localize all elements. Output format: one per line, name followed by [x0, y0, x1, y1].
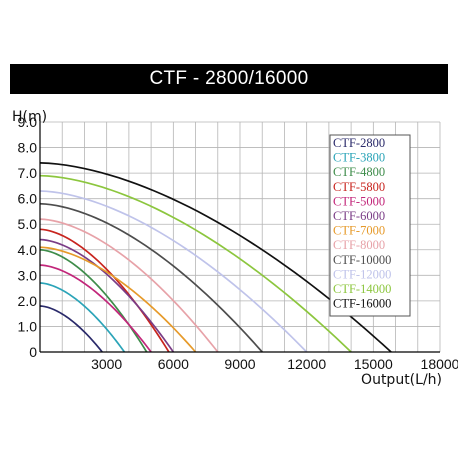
y-tick-label: 3.0 — [18, 267, 38, 283]
y-axis-label: H(m) — [12, 109, 47, 125]
legend-entry: CTF-5800 — [333, 180, 385, 194]
x-tick-label: 6000 — [158, 356, 189, 372]
legend-box — [329, 134, 411, 317]
y-tick-label: 9.0 — [18, 114, 38, 130]
chart-title: CTF - 2800/16000 — [149, 68, 309, 89]
y-tick-label: 5.0 — [18, 216, 38, 232]
x-tick-label: 3000 — [91, 356, 122, 372]
legend-entry: CTF-2800 — [333, 136, 385, 150]
legend-entry: CTF-14000 — [333, 282, 391, 296]
series-line-ctf-3800 — [39, 282, 126, 353]
legend-entry: CTF-4800 — [333, 165, 385, 179]
y-tick-label: 4.0 — [18, 242, 38, 258]
x-tick-label: 12000 — [287, 356, 326, 372]
x-axis-label: Output(L/h) — [361, 372, 442, 388]
series-line-ctf-7000 — [39, 246, 197, 353]
legend-entry: CTF-16000 — [333, 297, 391, 311]
series-line-ctf-12000 — [39, 190, 308, 353]
legend-entry: CTF-12000 — [333, 267, 391, 281]
y-tick-label: 1.0 — [18, 318, 38, 334]
legend-entry: CTF-5000 — [333, 194, 385, 208]
legend: CTF-2800CTF-3800CTF-4800CTF-5800CTF-5000… — [329, 134, 411, 317]
y-tick-label: 6.0 — [18, 191, 38, 207]
y-tick-label: 7.0 — [18, 165, 38, 181]
axes: 0 1.0 2.0 3.0 4.0 5.0 6.0 7.0 8.0 9.0 3000 6000 9000… — [12, 109, 458, 388]
x-tick-label: 18000 — [421, 356, 458, 372]
legend-entry: CTF-10000 — [333, 253, 391, 267]
series-line-ctf-6000 — [39, 238, 175, 353]
series-line-ctf-5000 — [39, 264, 152, 353]
series-line-ctf-5800 — [39, 228, 170, 353]
x-tick-label: 15000 — [354, 356, 393, 372]
legend-entry: CTF-7000 — [333, 224, 385, 238]
series-line-ctf-2800 — [39, 305, 103, 353]
x-tick-label: 9000 — [224, 356, 255, 372]
series-line-ctf-8000 — [39, 218, 219, 353]
y-tick-label: 8.0 — [18, 140, 38, 156]
y-tick-label: 2.0 — [18, 293, 38, 309]
legend-entry: CTF-8000 — [333, 238, 385, 252]
chart-title-banner: CTF - 2800/16000 — [10, 64, 448, 94]
series-line-ctf-14000 — [39, 174, 352, 353]
legend-entry: CTF-3800 — [333, 151, 385, 165]
series-line-ctf-10000 — [39, 202, 263, 353]
legend-entry: CTF-6000 — [333, 209, 385, 223]
y-tick-label: 0 — [29, 344, 37, 360]
